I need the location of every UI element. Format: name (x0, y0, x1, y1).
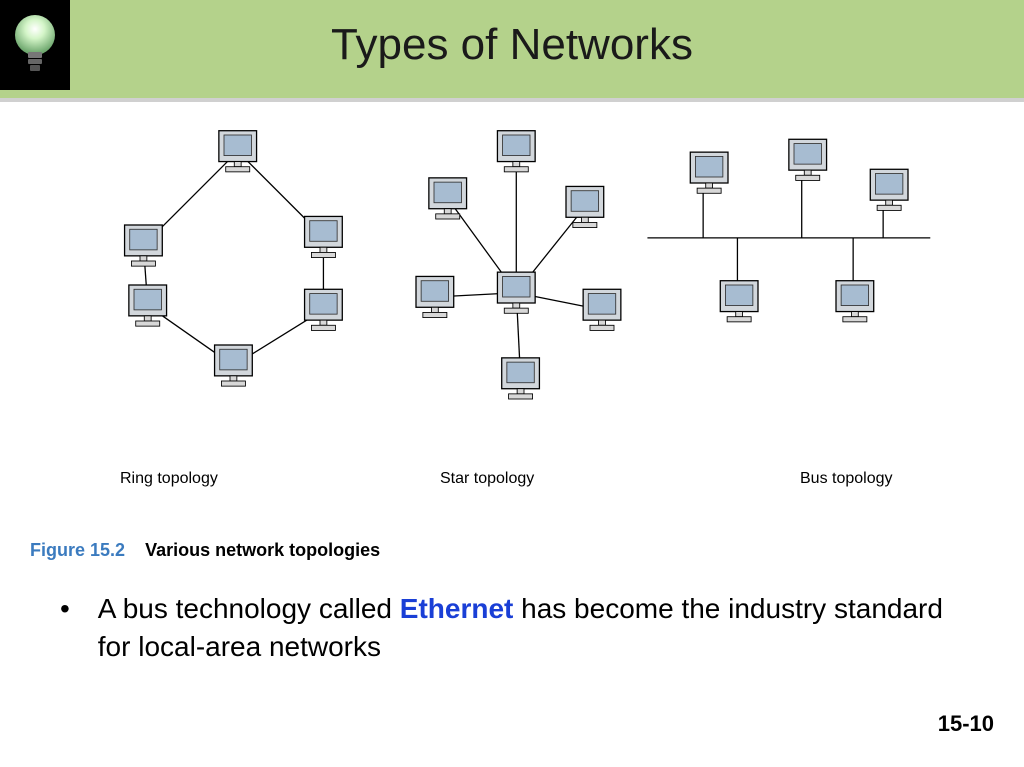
computer-icon (497, 131, 535, 172)
computer-icon (789, 139, 827, 180)
computer-icon (502, 358, 540, 399)
star-topology-label: Star topology (440, 470, 534, 488)
computer-icon (429, 178, 467, 219)
computer-icon (416, 276, 454, 317)
figure-caption-text: Various network topologies (145, 540, 380, 560)
computer-icon (125, 225, 163, 266)
bullet-point: • A bus technology called Ethernet has b… (60, 590, 960, 666)
computer-icon (497, 272, 535, 313)
computer-icon (836, 281, 874, 322)
page-title: Types of Networks (0, 20, 1024, 70)
topology-diagram (0, 105, 1024, 465)
computer-icon (305, 216, 343, 257)
computer-icon (690, 152, 728, 193)
ring-topology-label: Ring topology (120, 470, 218, 488)
bullet-pre: A bus technology called (98, 593, 400, 624)
bullet-highlight: Ethernet (400, 593, 514, 624)
slide-number: 15-10 (938, 711, 994, 737)
computer-icon (219, 131, 257, 172)
computer-icon (583, 289, 621, 330)
computer-icon (720, 281, 758, 322)
figure-caption: Figure 15.2 Various network topologies (30, 540, 380, 561)
computer-icon (215, 345, 253, 386)
computer-icon (566, 186, 604, 227)
bus-topology-label: Bus topology (800, 470, 893, 488)
computer-icon (129, 285, 167, 326)
bullet-body: A bus technology called Ethernet has bec… (98, 590, 948, 666)
computer-icon (870, 169, 908, 210)
computer-icon (305, 289, 343, 330)
figure-number: Figure 15.2 (30, 540, 125, 560)
bullet-marker: • (60, 590, 90, 628)
